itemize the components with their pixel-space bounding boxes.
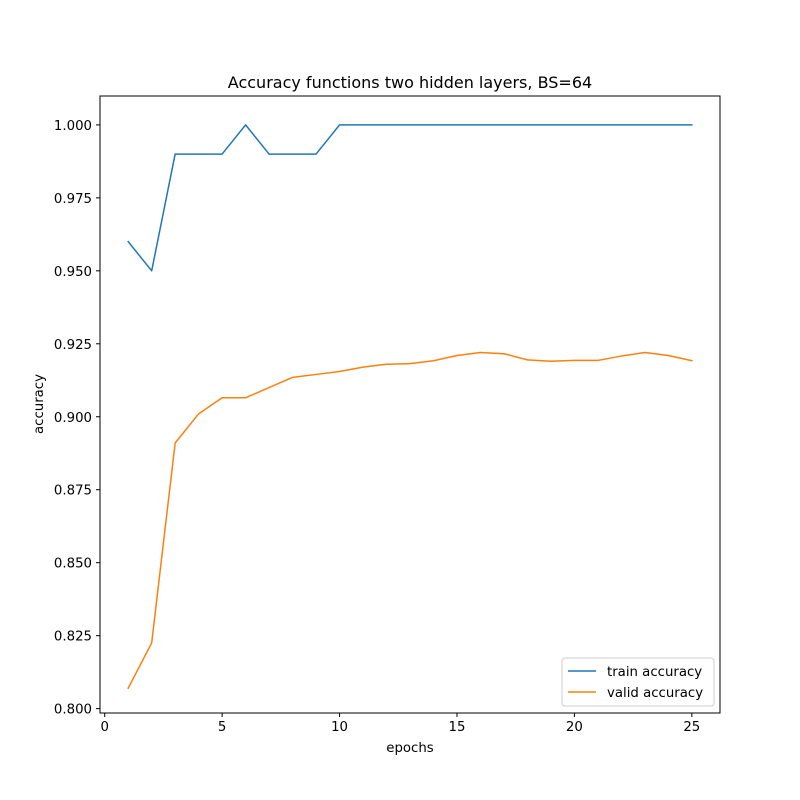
y-axis-label: accuracy: [32, 374, 47, 434]
legend: train accuracy valid accuracy: [561, 657, 715, 707]
y-tick-label: 0.900: [54, 411, 92, 426]
y-tick-label: 0.850: [54, 557, 92, 572]
chart-title: Accuracy functions two hidden layers, BS…: [228, 73, 592, 92]
y-tick-label: 0.800: [54, 703, 92, 718]
x-axis: 0 5 10 15 20 25: [100, 713, 700, 735]
legend-label-train-accuracy: train accuracy: [607, 665, 702, 680]
y-tick-label: 0.975: [54, 192, 92, 207]
x-tick-label: 5: [218, 720, 226, 735]
x-axis-label: epochs: [386, 741, 433, 756]
y-tick-label: 0.825: [54, 630, 92, 645]
legend-box: [561, 657, 715, 707]
y-axis: 0.800 0.825 0.850 0.875 0.900 0.925 0.950 0.975…: [54, 119, 100, 718]
plot-frame: [99, 95, 721, 714]
x-tick-label: 25: [683, 720, 700, 735]
y-tick-label: 0.925: [54, 338, 92, 353]
plot-area: [127, 124, 693, 690]
y-tick-label: 1.000: [54, 119, 92, 134]
series-line-valid-accuracy: [127, 351, 693, 690]
x-tick-label: 10: [331, 720, 348, 735]
y-tick-label: 0.875: [54, 484, 92, 499]
legend-label-valid-accuracy: valid accuracy: [607, 686, 703, 701]
series-line-train-accuracy: [127, 124, 693, 272]
x-tick-label: 20: [566, 720, 583, 735]
x-tick-label: 0: [100, 720, 108, 735]
y-tick-label: 0.950: [54, 265, 92, 280]
x-tick-label: 15: [449, 720, 466, 735]
